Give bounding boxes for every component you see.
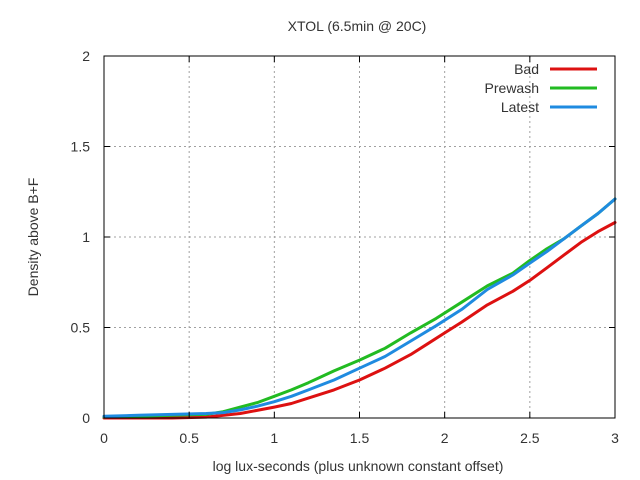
x-tick-label: 2 xyxy=(441,430,449,446)
series-line-latest xyxy=(102,197,617,418)
x-tick-label: 0.5 xyxy=(179,430,199,446)
x-axis-title: log lux-seconds (plus unknown constant o… xyxy=(213,458,504,474)
x-tick-label: 1.5 xyxy=(350,430,370,446)
y-tick-label: 2 xyxy=(82,48,90,64)
grid-lines xyxy=(104,56,615,418)
series-line-bad xyxy=(102,221,617,420)
legend: Bad Prewash Latest xyxy=(485,61,597,115)
axis-ticks xyxy=(103,55,616,419)
legend-label-latest: Latest xyxy=(501,99,539,115)
y-tick-label: 1.5 xyxy=(71,139,91,155)
x-tick-label: 3 xyxy=(611,430,619,446)
y-tick-label: 1 xyxy=(82,229,90,245)
x-tick-label: 2.5 xyxy=(520,430,540,446)
legend-label-bad: Bad xyxy=(514,61,539,77)
x-tick-label: 1 xyxy=(270,430,278,446)
y-tick-label: 0.5 xyxy=(71,320,91,336)
tick-labels: 0 0.5 1 1.5 2 2.5 3 0 0.5 1 1.5 2 xyxy=(71,48,620,446)
legend-label-prewash: Prewash xyxy=(485,80,539,96)
series-lines xyxy=(102,197,617,420)
y-tick-label: 0 xyxy=(82,410,90,426)
y-axis-title: Density above B+F xyxy=(25,178,41,297)
chart-title: XTOL (6.5min @ 20C) xyxy=(288,18,427,34)
x-tick-label: 0 xyxy=(100,430,108,446)
